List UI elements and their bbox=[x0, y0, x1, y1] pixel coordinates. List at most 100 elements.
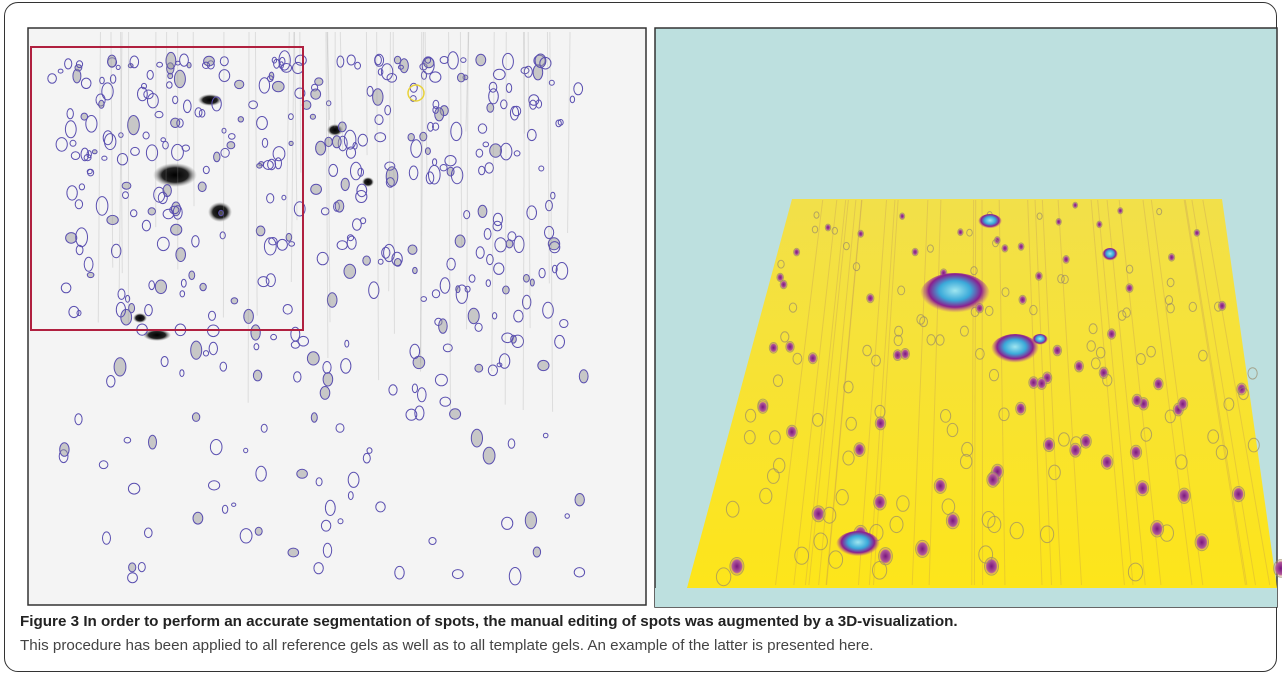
surface-spot bbox=[858, 230, 864, 237]
surface-spot bbox=[901, 349, 910, 360]
surface-spot bbox=[1056, 219, 1061, 226]
spot-outline bbox=[468, 308, 479, 323]
surface-spot bbox=[1178, 488, 1190, 503]
spot-outline bbox=[193, 512, 203, 524]
spot-outline bbox=[373, 89, 383, 106]
surface-spot bbox=[879, 548, 893, 565]
spot-outline bbox=[255, 527, 262, 535]
spot-outline bbox=[129, 563, 136, 572]
gel-streak bbox=[223, 32, 224, 317]
surface-spot bbox=[946, 513, 959, 529]
surface-spot bbox=[787, 425, 798, 438]
gel-streak bbox=[366, 32, 367, 155]
surface-spot bbox=[730, 558, 744, 576]
surface-spot bbox=[1070, 443, 1081, 457]
spot-outline bbox=[129, 304, 135, 313]
surface-spot bbox=[958, 229, 963, 236]
surface-spot bbox=[758, 401, 768, 413]
surface-spot bbox=[1019, 295, 1026, 304]
spot-outline bbox=[487, 103, 494, 112]
surface-spot bbox=[874, 494, 886, 510]
dark-spot bbox=[362, 177, 374, 187]
surface-spot bbox=[1232, 487, 1244, 502]
spot-outline bbox=[168, 73, 173, 78]
spot-outline bbox=[483, 447, 495, 464]
spot-outline bbox=[475, 364, 483, 372]
spot-outline bbox=[251, 325, 260, 340]
figure-description: This procedure has been applied to all r… bbox=[20, 637, 874, 654]
surface-peak bbox=[920, 273, 990, 317]
surface-spot bbox=[1053, 345, 1062, 356]
spot-outline bbox=[192, 413, 199, 422]
surface-streak bbox=[982, 200, 983, 585]
spot-outline bbox=[344, 264, 356, 278]
surface-spot bbox=[900, 213, 905, 219]
figure-caption: Figure 3 In order to perform an accurate… bbox=[20, 610, 1270, 658]
spot-outline bbox=[435, 108, 444, 121]
spot-outline bbox=[189, 271, 195, 280]
spot-outline bbox=[122, 182, 131, 189]
surface-spot bbox=[1016, 402, 1026, 415]
spot-outline bbox=[320, 387, 330, 400]
spot-outline bbox=[471, 429, 482, 447]
surface-spot bbox=[1097, 221, 1102, 228]
spot-outline bbox=[235, 80, 244, 88]
surface-spot bbox=[854, 443, 865, 457]
spot-outline bbox=[174, 70, 185, 87]
surface-spot bbox=[1132, 394, 1142, 406]
spot-outline bbox=[533, 547, 540, 557]
spot-outline bbox=[476, 54, 486, 65]
spot-outline bbox=[394, 56, 400, 64]
spot-outline bbox=[198, 182, 206, 192]
spot-outline bbox=[256, 226, 265, 236]
spot-outline bbox=[316, 141, 326, 155]
spot-outline bbox=[408, 245, 417, 254]
surface-spot bbox=[1118, 208, 1123, 214]
surface-spot bbox=[912, 248, 918, 256]
spot-outline bbox=[163, 185, 171, 197]
spot-outline bbox=[456, 286, 460, 293]
surface-spot bbox=[1218, 301, 1225, 310]
spot-outline bbox=[538, 360, 549, 370]
spot-outline bbox=[478, 205, 487, 217]
surface-spot bbox=[1108, 329, 1116, 339]
spot-outline bbox=[579, 370, 588, 383]
spot-outline bbox=[413, 267, 418, 273]
surface-spot bbox=[1151, 521, 1164, 537]
spot-outline bbox=[108, 55, 117, 67]
surface-spot bbox=[867, 294, 874, 303]
surface-spot bbox=[1018, 243, 1024, 250]
spot-outline bbox=[200, 283, 206, 290]
spot-outline bbox=[66, 233, 77, 244]
spot-outline bbox=[447, 167, 454, 176]
spot-outline bbox=[286, 233, 292, 241]
surface-spot bbox=[786, 342, 794, 353]
spot-outline bbox=[311, 413, 317, 422]
spot-outline bbox=[253, 370, 261, 381]
surface-spot bbox=[1126, 284, 1133, 293]
surface-spot bbox=[777, 273, 784, 281]
figure-title: In order to perform an accurate segmenta… bbox=[83, 613, 957, 630]
spot-outline bbox=[439, 319, 448, 333]
surface-spot bbox=[794, 248, 800, 256]
spot-outline bbox=[341, 178, 349, 190]
spot-outline bbox=[87, 272, 94, 277]
spot-outline bbox=[310, 114, 315, 119]
surface-peak bbox=[1032, 334, 1048, 346]
surface-spot bbox=[1037, 378, 1046, 390]
spot-outline bbox=[219, 210, 224, 216]
spot-outline bbox=[166, 52, 176, 69]
spot-outline bbox=[288, 548, 299, 557]
surface-spot bbox=[934, 478, 946, 493]
spot-outline bbox=[297, 469, 308, 478]
dark-spot bbox=[133, 313, 147, 323]
spot-outline bbox=[490, 144, 502, 157]
spot-outline bbox=[214, 152, 220, 162]
spot-outline bbox=[575, 494, 584, 506]
surface-peak bbox=[836, 531, 880, 559]
spot-outline bbox=[60, 443, 69, 457]
spot-outline bbox=[323, 373, 333, 386]
surface-spot bbox=[1130, 445, 1141, 459]
dark-spot bbox=[153, 163, 197, 187]
surface-peak bbox=[991, 334, 1039, 366]
